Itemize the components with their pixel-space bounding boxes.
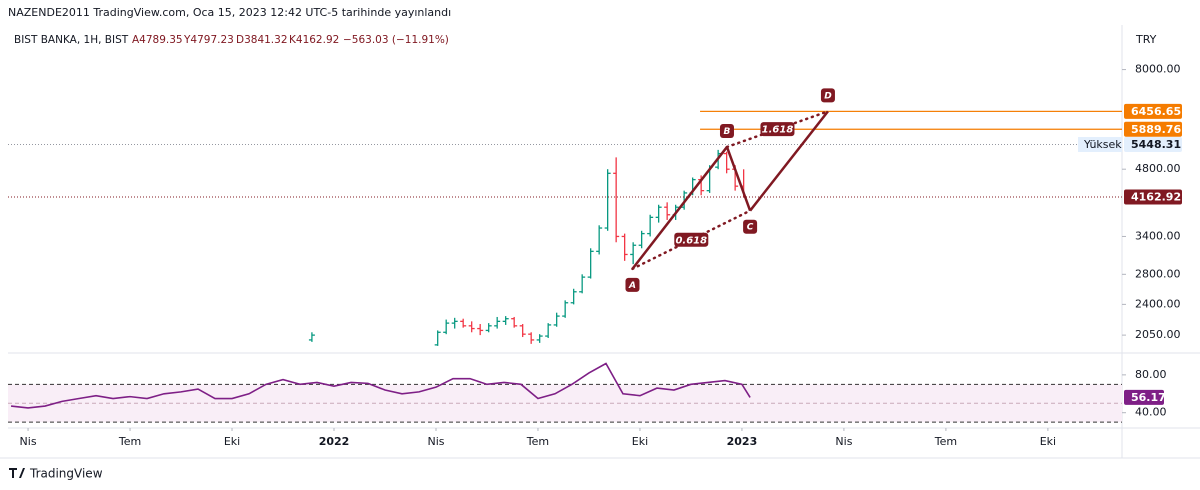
price-label-box: [1124, 189, 1182, 205]
x-tick-label: Tem: [934, 435, 957, 448]
pattern-point-label: C: [747, 223, 754, 233]
pattern-ratio-box: [674, 232, 709, 247]
tv-logo: TradingView: [9, 467, 103, 481]
legend-high: Y4797.23: [183, 34, 234, 46]
price-line-name: Yüksek: [1083, 138, 1122, 151]
x-tick-label: Nis: [835, 435, 852, 448]
x-tick-label: Eki: [632, 435, 648, 448]
x-tick-label: 2022: [319, 435, 350, 448]
price-label: 5889.76: [1131, 123, 1181, 136]
y-tick-label: 80.00: [1135, 368, 1167, 381]
pattern-leg: [631, 146, 728, 270]
brand: TradingView: [29, 467, 103, 481]
y-tick-label: 2800.00: [1135, 267, 1181, 280]
pattern-ratio-box: [760, 122, 795, 137]
pattern-leg: [725, 146, 752, 212]
y-tick-label: 8000.00: [1135, 63, 1181, 76]
pattern-point-label: D: [824, 91, 832, 101]
price-label-box: [1124, 103, 1182, 119]
y-tick-label: 3400.00: [1135, 229, 1181, 242]
legend-close: K4162.92: [289, 34, 339, 46]
header-title: NAZENDE2011 TradingView.com, Oca 15, 202…: [8, 6, 451, 19]
x-tick-label: 2023: [727, 435, 758, 448]
x-tick-label: Nis: [20, 435, 37, 448]
currency: TRY: [1135, 33, 1157, 46]
legend-symbol: BIST BANKA, 1H, BIST: [14, 34, 129, 46]
pattern-point-box: [625, 277, 640, 292]
rsi-line: [10, 362, 751, 409]
y-tick-label: 40.00: [1135, 406, 1167, 419]
pattern-point-label: A: [628, 281, 636, 291]
y-tick-label: 2400.00: [1135, 297, 1181, 310]
x-tick-label: Tem: [118, 435, 141, 448]
rsi-last-box: [1124, 389, 1164, 405]
legend-low: D3841.32: [236, 34, 288, 46]
legend: BIST BANKA, 1H, BIST A4789.35 Y4797.23 D…: [14, 34, 449, 46]
price-label-box: [1124, 136, 1182, 152]
pattern-ratio-label: 1.618: [762, 125, 794, 136]
rsi-last-label: 56.17: [1131, 391, 1166, 404]
y-tick-label: 4800.00: [1135, 162, 1181, 175]
pattern-leg: [749, 110, 829, 212]
x-tick-label: Eki: [1040, 435, 1056, 448]
legend-change: −563.03 (−11.91%): [343, 34, 449, 46]
pattern-ratio-label: 0.618: [675, 235, 707, 246]
x-tick-label: Nis: [427, 435, 444, 448]
price-line-name-box: [1078, 136, 1122, 152]
legend-open: A4789.35: [132, 34, 183, 46]
pattern-point-box: [820, 88, 835, 103]
pattern-point-label: B: [724, 127, 731, 137]
price-label-box: [1124, 121, 1182, 137]
x-tick-label: Eki: [224, 435, 240, 448]
x-tick-label: Tem: [526, 435, 549, 448]
pattern-point-box: [719, 123, 734, 138]
price-label: 5448.31: [1131, 138, 1181, 151]
price-label: 6456.65: [1131, 105, 1181, 118]
y-tick-label: 2050.00: [1135, 328, 1181, 341]
price-label: 4162.92: [1131, 190, 1181, 203]
pattern-point-box: [743, 219, 758, 234]
